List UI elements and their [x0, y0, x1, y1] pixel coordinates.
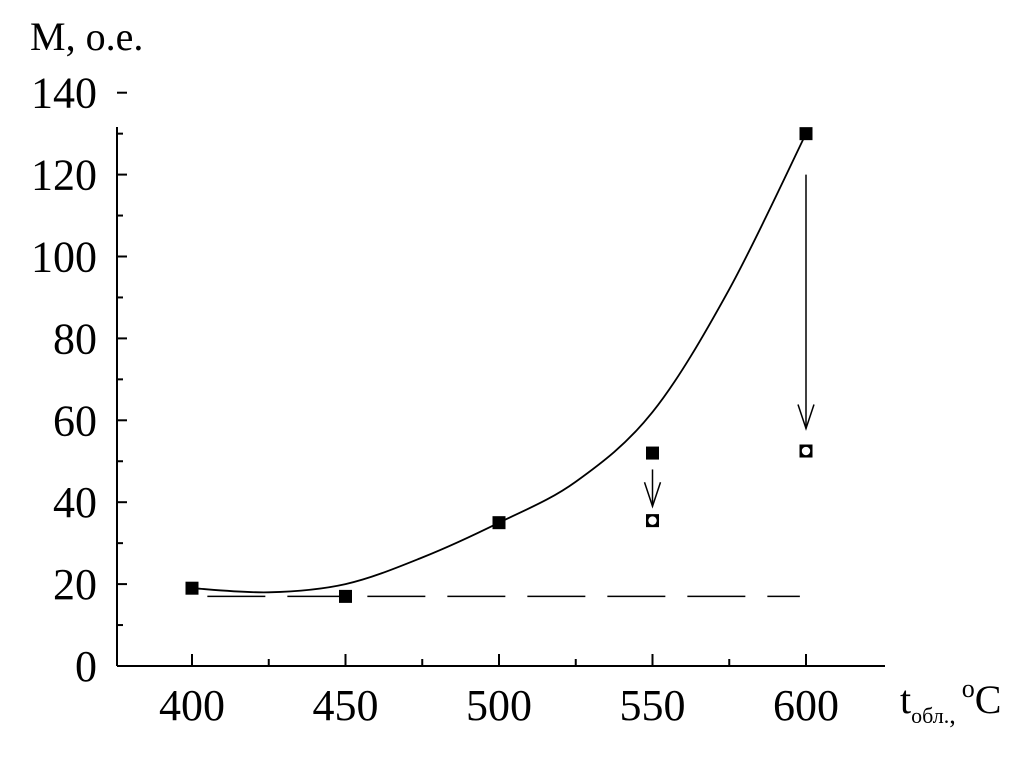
data-point-circle-hole: [648, 516, 657, 525]
data-point-square: [492, 516, 506, 530]
x-axis-title-separator: ,: [949, 700, 956, 729]
x-tick-label: 450: [313, 681, 379, 730]
y-tick-label: 40: [53, 478, 97, 527]
data-markers: [185, 127, 813, 603]
x-axis-tick-labels: 400 450 500 550 600: [159, 681, 839, 730]
axes: [116, 127, 885, 667]
x-axis-title-unit: C: [975, 677, 1002, 722]
data-point-square: [339, 589, 352, 603]
y-tick-label: 20: [53, 560, 97, 609]
x-tick-label: 500: [466, 681, 532, 730]
x-tick-label: 550: [620, 681, 686, 730]
x-axis-title-main: t: [900, 677, 911, 722]
x-axis-title-degree: o: [962, 674, 975, 703]
y-axis-ticks: [117, 91, 127, 667]
data-point-circle: [646, 514, 659, 528]
y-tick-label: 140: [31, 69, 97, 118]
y-tick-label: 0: [75, 642, 97, 691]
data-point-circle-hole: [801, 446, 811, 456]
arrow-head: [643, 482, 662, 509]
data-point-square: [646, 446, 659, 460]
y-tick-label: 80: [53, 314, 97, 363]
arrow: [643, 469, 662, 509]
arrow-head: [797, 404, 815, 431]
data-point-circle: [799, 444, 813, 458]
fit-curve-line: [191, 133, 807, 594]
x-axis-title: tобл.,oC: [900, 674, 1001, 729]
x-tick-label: 600: [773, 681, 839, 730]
y-tick-label: 60: [53, 396, 97, 445]
y-axis-title: M, о.е.: [30, 14, 143, 59]
arrows: [643, 174, 815, 509]
x-axis-title-subscript: обл.: [911, 703, 949, 728]
x-axis-ticks: [191, 654, 807, 666]
arrow: [797, 174, 815, 431]
data-point-square: [799, 127, 813, 141]
x-tick-label: 400: [159, 681, 225, 730]
y-tick-label: 120: [31, 151, 97, 200]
y-axis-tick-labels: 0 20 40 60 80 100 120 140: [31, 69, 97, 691]
y-tick-label: 100: [31, 233, 97, 282]
fit-curve: [191, 133, 807, 594]
data-point-square: [185, 581, 199, 595]
